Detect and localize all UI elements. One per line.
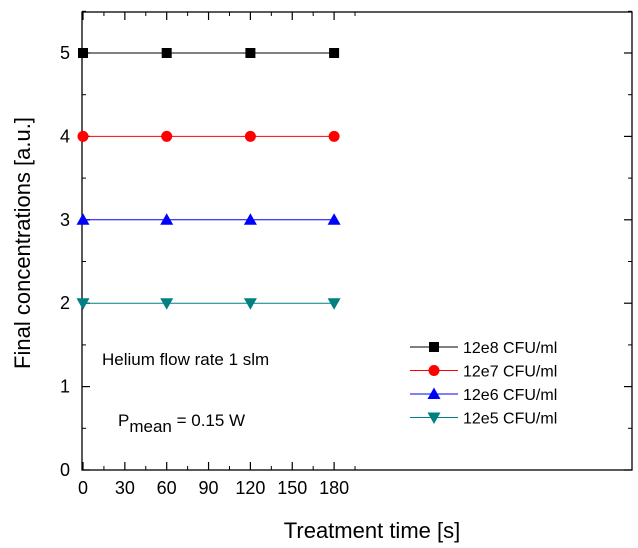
legend-label: 12e6 CFU/ml <box>463 387 557 404</box>
data-point <box>76 213 90 225</box>
y-tick-label: 5 <box>60 43 70 63</box>
x-tick-label: 150 <box>277 478 307 498</box>
legend-item-3: 12e6 CFU/ml <box>410 387 557 404</box>
plot-frame <box>81 11 633 471</box>
legend-marker <box>427 387 441 399</box>
legend-marker <box>429 342 439 352</box>
y-axis-title: Final concentrations [a.u.] <box>10 117 35 369</box>
pmean-value: = 0.15 W <box>172 411 245 430</box>
x-axis-title: Treatment time [s] <box>284 518 460 543</box>
axes <box>81 11 633 471</box>
annotation-flow-rate: Helium flow rate 1 slm <box>102 350 269 369</box>
data-point <box>244 130 256 142</box>
legend-item-2: 12e7 CFU/ml <box>410 364 557 381</box>
data-point <box>245 48 256 58</box>
legend-label: 12e7 CFU/ml <box>463 364 557 381</box>
data-point <box>243 298 257 310</box>
legend-item-4: 12e5 CFU/ml <box>410 411 557 428</box>
pmean-subscript: mean <box>129 417 172 436</box>
y-tick-label: 1 <box>60 377 70 397</box>
legend: 12e8 CFU/ml 12e7 CFU/ml 12e6 CFU/ml 12e5 CF… <box>410 340 557 428</box>
legend-label: 12e8 CFU/ml <box>463 340 557 357</box>
legend-item-1: 12e8 CFU/ml <box>410 340 557 357</box>
x-tick-label: 30 <box>115 478 135 498</box>
data-point <box>327 213 341 225</box>
series-2 <box>77 130 340 142</box>
data-point <box>160 213 174 225</box>
y-tick-label: 3 <box>60 210 70 230</box>
legend-label: 12e5 CFU/ml <box>463 411 557 428</box>
y-tick-label: 4 <box>60 126 70 146</box>
data-point <box>78 48 88 58</box>
x-tick-label: 180 <box>319 478 349 498</box>
series-4 <box>76 298 341 310</box>
data-point <box>329 48 340 58</box>
series-1 <box>78 48 340 58</box>
x-tick-label: 0 <box>78 478 88 498</box>
data-point <box>161 130 173 142</box>
series-group <box>76 48 341 310</box>
data-point <box>243 213 257 225</box>
data-point <box>327 298 341 310</box>
data-point <box>160 298 174 310</box>
legend-marker <box>427 412 441 424</box>
data-point <box>76 298 90 310</box>
y-tick-label: 2 <box>60 293 70 313</box>
data-point <box>161 48 172 58</box>
ticks: 0 30 60 90 120 150 180 0 1 2 3 4 5 <box>60 10 632 498</box>
x-tick-label: 60 <box>157 478 177 498</box>
x-tick-label: 120 <box>235 478 265 498</box>
data-point <box>328 130 340 142</box>
x-tick-label: 90 <box>199 478 219 498</box>
series-3 <box>76 213 341 225</box>
data-point <box>77 130 89 142</box>
pmean-symbol: P <box>118 411 129 430</box>
y-tick-label: 0 <box>60 460 70 480</box>
annotation-pmean: Pmean = 0.15 W <box>118 411 245 436</box>
legend-marker <box>428 365 440 376</box>
